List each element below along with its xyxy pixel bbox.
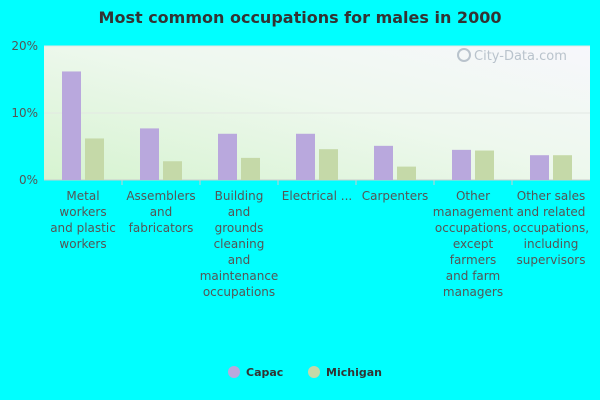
bar-capac [374,145,393,180]
x-tick-label: Metal workers and plastic workers [50,189,116,251]
gridlines [44,45,590,181]
y-tick-label: 0% [19,173,38,187]
x-tick-label: Building and grounds cleaning and maintenance… [200,189,279,299]
bar-michigan [397,166,416,180]
watermark-logo-icon [457,48,471,62]
bar-michigan [241,157,260,180]
bar-michigan [163,161,182,180]
bar-michigan [85,138,104,180]
bar-capac [62,71,81,180]
watermark-text: City-Data.com [474,49,567,64]
legend-swatch [308,366,320,378]
bar-capac [140,128,159,180]
legend-swatch [228,366,240,378]
bar-michigan [553,155,572,180]
y-tick-label: 10% [11,106,38,120]
x-tick-label: Carpenters [362,189,429,203]
x-tick-label: Other sales and related occupations, includ… [513,189,589,267]
x-tick-label: Electrical ... [282,189,352,203]
bars [62,71,572,180]
legend-label: Capac [246,366,283,379]
y-tick-label: 20% [11,39,38,53]
legend: Capac Michigan [228,366,382,379]
bar-michigan [319,149,338,180]
bar-capac [530,155,549,180]
x-tick-label: Other management occupations, except farmers… [433,189,514,299]
watermark: City-Data.com [457,48,567,64]
legend-label: Michigan [326,366,382,379]
y-axis: 0% 10% 20% [11,39,38,187]
x-axis: Metal workers and plastic workersAssemblers… [50,180,589,299]
bar-michigan [475,150,494,180]
bar-capac [452,149,471,180]
chart-title: Most common occupations for males in 200… [98,8,502,27]
bar-capac [218,133,237,180]
x-tick-label: Assemblers and fabricators [126,189,195,235]
bar-capac [296,133,315,180]
